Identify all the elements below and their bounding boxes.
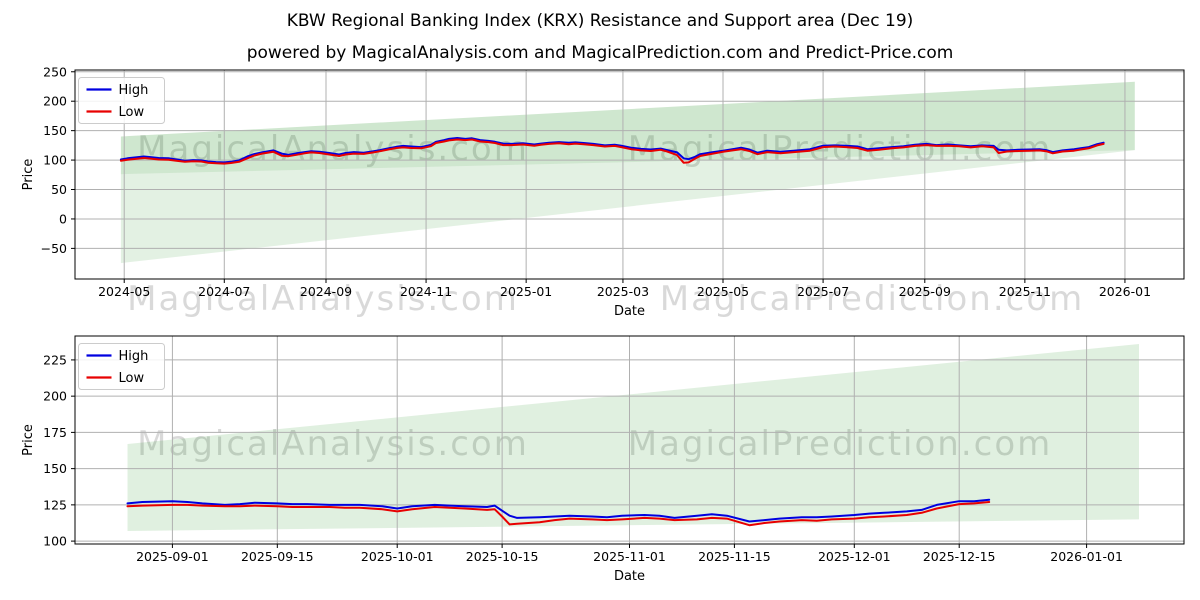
x-tick-label: 2025-12-15 — [923, 549, 996, 564]
legend: High Low — [78, 77, 165, 124]
x-tick-label: 2025-10-15 — [466, 549, 539, 564]
plot-border — [74, 69, 1185, 280]
resistance-support-band — [127, 344, 1139, 531]
x-tick-label: 2025-09-15 — [241, 549, 314, 564]
legend-label: High — [119, 83, 149, 98]
x-axis-label: Date — [614, 569, 645, 584]
zoom-chart: 2025-09-01 2025-09-15 2025-10-01 2025-10-15… — [21, 335, 1185, 584]
x-tick-label: 2025-07 — [797, 284, 849, 299]
x-tick-label: 2025-11-01 — [593, 549, 666, 564]
y-tick-label: 125 — [43, 497, 67, 512]
y-tick-label: −50 — [41, 241, 67, 256]
main-chart: 2024-05 2024-07 2024-09 2024-11 2025-01 2025-… — [21, 64, 1185, 319]
x-tick-label: 2026-01-01 — [1050, 549, 1123, 564]
y-axis-label: Price — [21, 159, 36, 191]
legend-label: High — [119, 349, 149, 364]
high-line — [126, 498, 991, 523]
legend-label: Low — [119, 371, 145, 386]
x-tick-label: 2025-11 — [999, 284, 1051, 299]
x-axis-label: Date — [614, 304, 645, 319]
x-tick-label: 2025-03 — [597, 284, 649, 299]
y-tick-label: 0 — [59, 211, 67, 226]
figure-title: KBW Regional Banking Index (KRX) Resista… — [286, 11, 914, 31]
y-tick-label: 150 — [43, 461, 67, 476]
watermark-text: MagicalAnalysis.com — [137, 424, 529, 464]
x-tick-label: 2025-11-15 — [698, 549, 771, 564]
x-tick-label: 2025-10-01 — [361, 549, 434, 564]
low-line — [119, 138, 1105, 165]
figure-subtitle: powered by MagicalAnalysis.com and Magic… — [246, 43, 954, 63]
watermark-text: MagicalPrediction.com — [660, 279, 1085, 319]
x-tick-label: 2024-05 — [98, 284, 150, 299]
x-tick-label: 2024-07 — [198, 284, 250, 299]
x-tick-label: 2024-11 — [400, 284, 452, 299]
y-tick-label: 100 — [43, 534, 67, 549]
y-tick-label: 175 — [43, 425, 67, 440]
x-tick-label: 2024-09 — [300, 284, 352, 299]
x-tick-label: 2025-09-01 — [136, 549, 209, 564]
x-tick-label: 2025-12-01 — [818, 549, 891, 564]
y-axis-label: Price — [21, 424, 36, 456]
legend-label: Low — [119, 105, 145, 120]
y-tick-label: 200 — [43, 94, 67, 109]
low-line — [126, 501, 991, 527]
watermark-text: MagicalAnalysis.com — [127, 279, 519, 319]
x-tick-label: 2025-09 — [899, 284, 951, 299]
y-tick-label: 100 — [43, 153, 67, 168]
watermark-text: MagicalPrediction.com — [628, 129, 1053, 169]
x-tick-label: 2025-05 — [697, 284, 749, 299]
y-tick-label: 225 — [43, 352, 67, 367]
y-tick-label: 250 — [43, 64, 67, 79]
x-tick-label: 2025-01 — [500, 284, 552, 299]
y-tick-label: 50 — [51, 182, 67, 197]
x-tick-label: 2026-01 — [1099, 284, 1151, 299]
support-wedge — [120, 150, 1135, 264]
y-tick-label: 150 — [43, 123, 67, 138]
watermark-text: MagicalPrediction.com — [628, 424, 1053, 464]
legend: High Low — [78, 343, 165, 390]
y-tick-label: 200 — [43, 389, 67, 404]
